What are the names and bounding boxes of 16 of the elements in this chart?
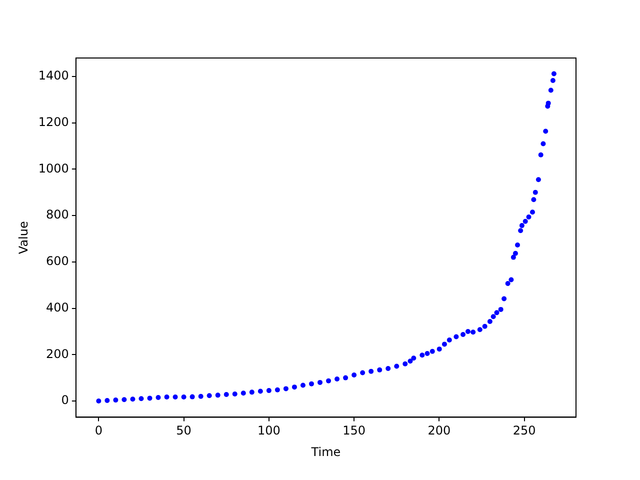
- x-tick-label: 50: [176, 424, 192, 438]
- y-tick-label: 0: [61, 393, 69, 408]
- x-tick-label: 100: [257, 424, 280, 438]
- y-tick-label: 1400: [38, 68, 69, 83]
- x-tick-label: 0: [94, 424, 102, 438]
- y-tick-label: 400: [46, 300, 69, 314]
- y-tick-label: 600: [46, 254, 69, 268]
- x-tick-label: 150: [342, 424, 366, 438]
- x-axis-title: Time: [310, 444, 341, 459]
- x-tick-label: 200: [428, 424, 451, 438]
- x-tick-label: 250: [512, 424, 536, 438]
- y-tick-label: 200: [46, 346, 69, 361]
- y-tick-label: 1000: [38, 161, 69, 176]
- y-tick-label: 1200: [38, 115, 69, 130]
- y-tick-label: 800: [46, 208, 69, 222]
- y-axis-title: Value: [16, 221, 30, 254]
